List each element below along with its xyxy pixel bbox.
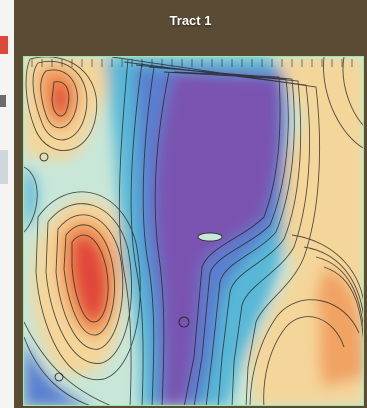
edge-mark-dark xyxy=(0,95,6,107)
field-photo: Tract 1 xyxy=(14,0,367,408)
map-title: Tract 1 xyxy=(169,13,212,28)
contour-lines xyxy=(24,57,363,405)
contour-map xyxy=(23,56,364,406)
contour-map-svg xyxy=(24,57,363,405)
edge-mark-red xyxy=(0,36,8,54)
map-details xyxy=(39,152,223,382)
top-edge-ticks xyxy=(31,59,353,67)
left-edge-strip xyxy=(0,0,14,408)
edge-mark-gray xyxy=(0,150,8,184)
